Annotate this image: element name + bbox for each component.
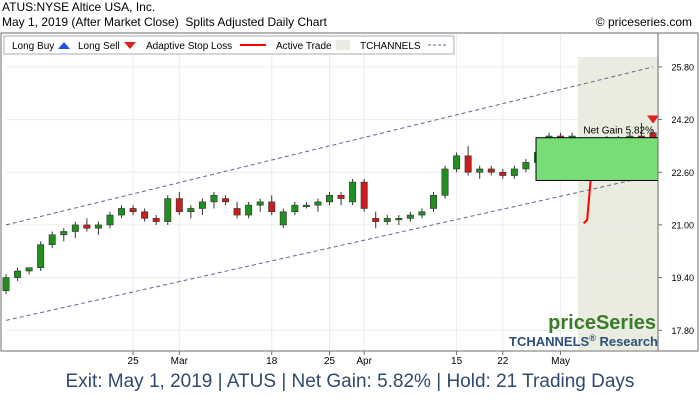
candle-body xyxy=(268,201,276,213)
candle-body xyxy=(198,201,206,209)
candle-body xyxy=(37,244,45,269)
lower-channel-line xyxy=(5,175,654,321)
candle-body xyxy=(187,208,195,213)
legend-long-buy: Long Buy xyxy=(12,41,54,52)
candle-body xyxy=(337,194,345,199)
x-tick-label: Mar xyxy=(171,356,189,367)
long-buy-arrow-icon xyxy=(58,42,70,49)
brand-logo: priceSeries xyxy=(548,312,656,334)
x-tick-label: 18 xyxy=(266,356,278,367)
candle-body xyxy=(222,198,229,203)
candle-body xyxy=(141,211,149,219)
candle-body xyxy=(395,218,403,221)
candle-body xyxy=(25,267,33,272)
long-sell-arrow-icon xyxy=(124,42,136,49)
chart-subtitle: May 1, 2019 (After Market Close) Splits … xyxy=(2,15,327,29)
candle-body xyxy=(383,218,391,222)
candle-body xyxy=(94,224,102,229)
candle-body xyxy=(406,214,414,219)
legend-long-sell: Long Sell xyxy=(78,41,120,52)
candle-body xyxy=(175,198,183,213)
candle-body xyxy=(360,181,368,209)
candle-body xyxy=(152,218,160,222)
y-tick-label: 19.40 xyxy=(671,273,694,283)
y-tick-label: 22.60 xyxy=(671,168,694,178)
brand-research-name: TCHANNELS xyxy=(509,334,589,349)
candle-body xyxy=(326,194,333,203)
candle-body xyxy=(510,168,518,176)
candle-body xyxy=(302,204,310,207)
candle-body xyxy=(14,270,22,278)
candle-body xyxy=(256,201,264,206)
candle-body xyxy=(71,224,79,232)
candle-body xyxy=(106,214,114,226)
candle-body xyxy=(83,224,91,229)
candle-body xyxy=(164,198,172,222)
candle-body xyxy=(245,204,253,216)
active-swatch xyxy=(336,40,350,50)
x-tick-label: May xyxy=(551,356,570,367)
candle-body xyxy=(233,208,241,216)
chart-date: May 1, 2019 (After Market Close) xyxy=(2,15,179,29)
candle-body xyxy=(464,155,472,173)
net-gain-box xyxy=(535,137,659,181)
candle-body xyxy=(118,208,126,216)
candle-body xyxy=(129,208,137,213)
candle-body xyxy=(499,171,507,176)
y-tick-label: 21.00 xyxy=(671,220,694,230)
candle-body xyxy=(372,218,380,222)
chart-kind: Splits Adjusted Daily Chart xyxy=(185,15,327,29)
candle-body xyxy=(453,155,461,170)
legend: Long Buy Long Sell Adaptive Stop Loss Ac… xyxy=(3,35,455,55)
x-tick-label: 15 xyxy=(451,356,463,367)
x-tick-label: Apr xyxy=(356,356,372,367)
candle-body xyxy=(2,277,10,292)
x-tick-label: 22 xyxy=(497,356,509,367)
candle-body xyxy=(349,181,357,203)
brand-registered-mark: ® xyxy=(589,333,596,343)
candle-body xyxy=(418,211,426,216)
brand-research: TCHANNELS® Research xyxy=(509,333,658,349)
candle-body xyxy=(487,168,495,173)
candle-body xyxy=(430,194,437,209)
x-tick-label: 25 xyxy=(128,356,140,367)
candle-body xyxy=(210,194,218,203)
candle-body xyxy=(314,201,322,206)
candle-body xyxy=(48,234,56,245)
candle-body xyxy=(279,211,287,226)
candle-body xyxy=(476,168,484,173)
y-tick-label: 17.80 xyxy=(671,326,694,336)
y-tick-label: 25.80 xyxy=(671,62,694,72)
candle-body xyxy=(291,204,299,213)
y-tick-label: 24.20 xyxy=(671,115,694,125)
legend-active: Active Trade xyxy=(276,41,332,52)
upper-channel-line xyxy=(5,66,654,226)
trade-summary: Exit: May 1, 2019 | ATUS | Net Gain: 5.8… xyxy=(65,371,635,392)
candle-body xyxy=(441,168,449,196)
chart-title: ATUS:NYSE Altice USA, Inc. xyxy=(2,0,156,14)
active-trade-region xyxy=(577,57,659,351)
plot-frame xyxy=(0,32,699,352)
legend-channels: TCHANNELS xyxy=(360,41,421,52)
candle-body xyxy=(60,231,68,236)
copyright: © priceseries.com xyxy=(595,15,692,29)
brand-research-suffix: Research xyxy=(599,334,658,349)
long-sell-marker-icon xyxy=(647,115,659,124)
candle-body xyxy=(522,162,530,170)
net-gain-label: Net Gain 5.82% xyxy=(583,126,654,137)
legend-stop: Adaptive Stop Loss xyxy=(146,41,232,52)
x-tick-label: 25 xyxy=(324,356,336,367)
